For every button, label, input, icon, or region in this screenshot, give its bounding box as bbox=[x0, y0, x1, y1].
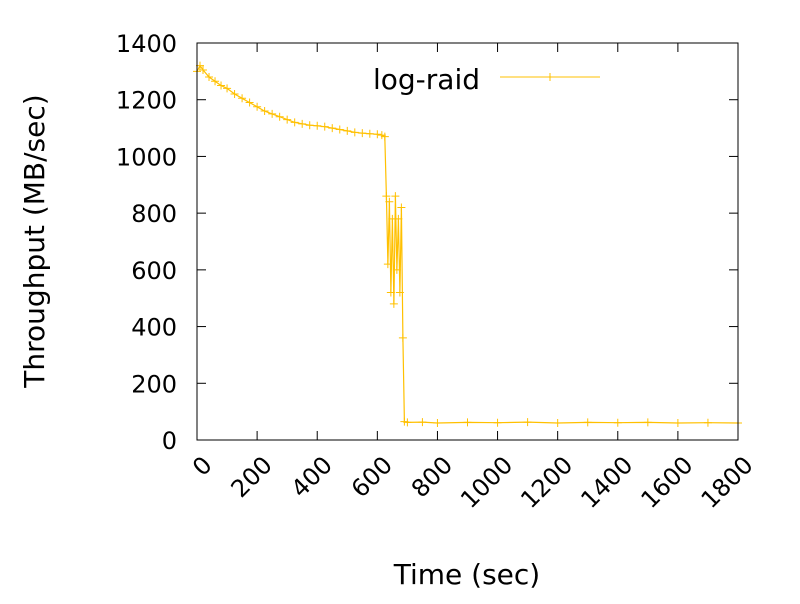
data-point bbox=[253, 102, 262, 111]
data-point bbox=[380, 132, 389, 141]
data-point bbox=[553, 418, 562, 427]
data-point bbox=[385, 197, 394, 206]
y-tick-label: 800 bbox=[131, 200, 177, 228]
x-axis-label: Time (sec) bbox=[393, 558, 540, 591]
x-tick-label: 1000 bbox=[455, 451, 518, 514]
data-point bbox=[268, 109, 277, 118]
y-tick-label: 1000 bbox=[116, 143, 177, 171]
y-tick-label: 1400 bbox=[116, 30, 177, 58]
y-tick-label: 400 bbox=[131, 314, 177, 342]
data-point bbox=[275, 112, 284, 121]
data-point bbox=[386, 288, 395, 297]
data-point bbox=[397, 203, 406, 212]
data-point bbox=[217, 81, 226, 90]
data-point bbox=[365, 129, 374, 138]
x-tick-label: 1200 bbox=[515, 451, 578, 514]
data-point bbox=[493, 418, 502, 427]
y-tick-label: 600 bbox=[131, 257, 177, 285]
series-markers-log-raid bbox=[193, 61, 742, 427]
data-point bbox=[238, 94, 247, 103]
data-point bbox=[398, 333, 407, 342]
data-point bbox=[433, 418, 442, 427]
data-point bbox=[223, 84, 232, 93]
x-tick-label: 1600 bbox=[636, 451, 699, 514]
legend: log-raid bbox=[373, 63, 600, 96]
data-point bbox=[643, 418, 652, 427]
data-point bbox=[298, 119, 307, 128]
data-point bbox=[211, 77, 220, 86]
data-point bbox=[328, 124, 337, 133]
legend-label: log-raid bbox=[373, 63, 480, 96]
series-line-log-raid bbox=[196, 64, 739, 424]
x-tick-label: 800 bbox=[406, 451, 458, 503]
y-tick-labels: 0 200 400 600 800 1000 1200 1400 bbox=[116, 30, 177, 455]
data-point bbox=[382, 192, 391, 201]
x-tick-label: 600 bbox=[346, 451, 398, 503]
data-point bbox=[290, 118, 299, 127]
data-point bbox=[673, 418, 682, 427]
data-point bbox=[523, 418, 532, 427]
data-point bbox=[199, 65, 208, 74]
y-axis-label: Throughput (MB/sec) bbox=[18, 94, 51, 388]
data-point bbox=[305, 121, 314, 130]
data-point bbox=[343, 126, 352, 135]
data-point bbox=[392, 265, 401, 274]
data-point bbox=[391, 192, 400, 201]
x-tick-label: 1400 bbox=[575, 451, 638, 514]
y-tick-label: 200 bbox=[131, 370, 177, 398]
data-point bbox=[389, 299, 398, 308]
y-tick-label: 0 bbox=[162, 427, 177, 455]
data-point bbox=[260, 107, 269, 116]
data-point bbox=[613, 418, 622, 427]
data-point bbox=[350, 128, 359, 137]
data-point bbox=[358, 129, 367, 138]
data-point bbox=[395, 288, 404, 297]
y-tick-label: 1200 bbox=[116, 87, 177, 115]
data-point bbox=[418, 418, 427, 427]
x-tick-label: 200 bbox=[226, 451, 278, 503]
ticks-layer bbox=[196, 42, 739, 441]
data-point bbox=[205, 73, 214, 82]
x-tick-label: 1800 bbox=[696, 451, 759, 514]
legend-marker-sample bbox=[546, 73, 554, 81]
data-point bbox=[230, 90, 239, 99]
data-point bbox=[403, 418, 412, 427]
data-point bbox=[245, 98, 254, 107]
series-layer bbox=[193, 61, 742, 427]
data-point bbox=[283, 115, 292, 124]
data-point bbox=[463, 418, 472, 427]
data-point bbox=[583, 418, 592, 427]
x-tick-label: 400 bbox=[286, 451, 338, 503]
legend-plus-marker bbox=[546, 73, 554, 81]
data-point bbox=[383, 260, 392, 269]
x-tick-label: 0 bbox=[187, 451, 218, 482]
data-point bbox=[394, 214, 403, 223]
data-point bbox=[703, 418, 712, 427]
data-point bbox=[373, 130, 382, 139]
data-point bbox=[335, 125, 344, 134]
data-point bbox=[320, 122, 329, 131]
data-point bbox=[313, 121, 322, 130]
plot-frame bbox=[196, 42, 739, 441]
